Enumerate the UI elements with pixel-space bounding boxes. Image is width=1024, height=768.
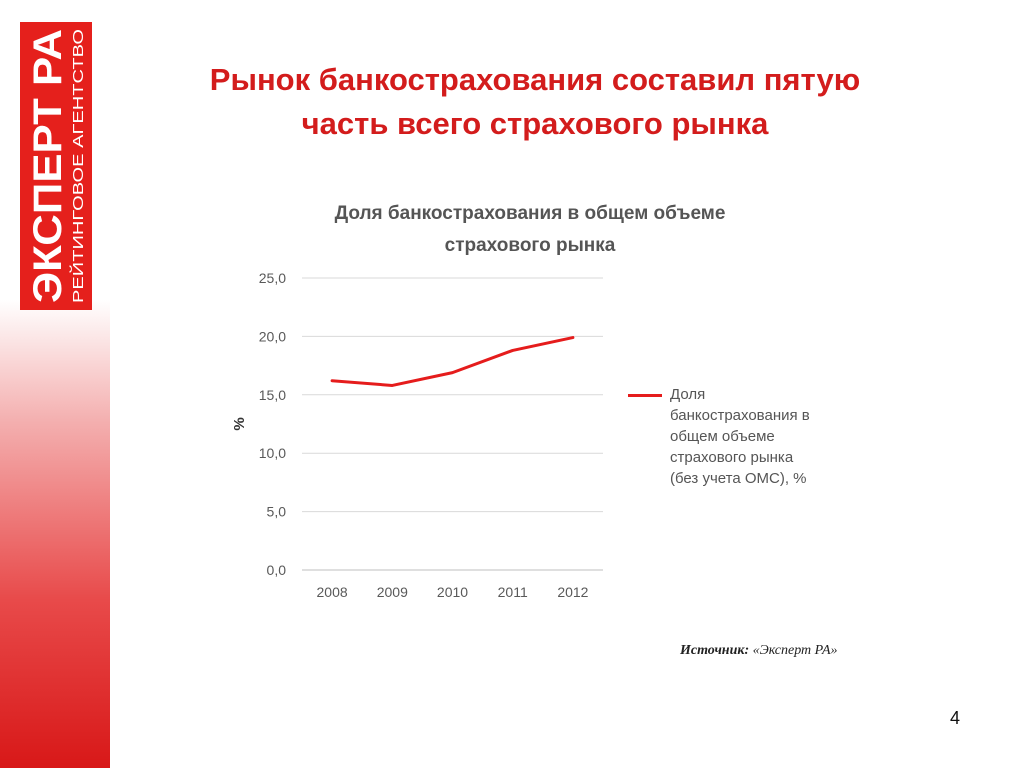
y-tick-label: 10,0	[259, 445, 286, 461]
logo-sub-text: РЕЙТИНГОВОЕ АГЕНТСТВО	[69, 29, 87, 303]
x-tick-label: 2009	[377, 584, 408, 600]
slide-title-line-2: часть всего страхового рынка	[301, 106, 769, 141]
x-tick-label: 2012	[557, 584, 588, 600]
x-tick-label: 2010	[437, 584, 468, 600]
page-number: 4	[950, 708, 961, 728]
chart-title-line-2: страхового рынка	[444, 235, 616, 256]
y-tick-label: 0,0	[267, 562, 287, 578]
x-tick-labels: 2008 2009 2010 2011 2012	[317, 584, 589, 600]
legend-text-line: страхового рынка	[670, 449, 794, 466]
legend-text-line: (без учета ОМС), %	[670, 470, 807, 487]
y-tick-label: 20,0	[259, 328, 286, 344]
chart-title-line-1: Доля банкострахования в общем объеме	[334, 203, 726, 224]
logo: ЭКСПЕРТ РА РЕЙТИНГОВОЕ АГЕНТСТВО	[20, 22, 92, 310]
source-note: Источник: «Эксперт РА»	[680, 643, 838, 659]
y-tick-label: 25,0	[259, 270, 286, 286]
y-axis-label: %	[231, 417, 248, 430]
chart-title: Доля банкострахования в общем объеме стр…	[260, 198, 800, 262]
legend-text-line: банкострахования в	[670, 407, 810, 424]
series-line	[330, 336, 575, 387]
legend-line-swatch	[628, 394, 662, 397]
logo-main-text: ЭКСПЕРТ РА	[26, 29, 70, 303]
legend-entry-label: Доля банкострахования в общем объеме страхо…	[670, 384, 850, 489]
source-label: Источник:	[680, 643, 750, 658]
y-tick-labels: 0,0 5,0 10,0 15,0 20,0 25,0	[259, 270, 286, 578]
grid-lines	[302, 277, 603, 571]
x-tick-label: 2008	[317, 584, 348, 600]
series-lines	[330, 336, 575, 387]
slide-title: Рынок банкострахования составил пятую ча…	[150, 58, 920, 146]
legend-text-line: общем объеме	[670, 428, 775, 445]
x-tick-label: 2011	[498, 584, 528, 600]
y-tick-label: 5,0	[267, 504, 287, 520]
legend-text-line: Доля	[670, 386, 706, 403]
line-chart: 0,05,010,015,020,025,0 2008 2009 2010 2011 2…	[231, 270, 603, 600]
slide-title-line-1: Рынок банкострахования составил пятую	[209, 62, 861, 97]
y-tick-label: 15,0	[259, 387, 286, 403]
source-value: «Эксперт РА»	[752, 643, 838, 658]
